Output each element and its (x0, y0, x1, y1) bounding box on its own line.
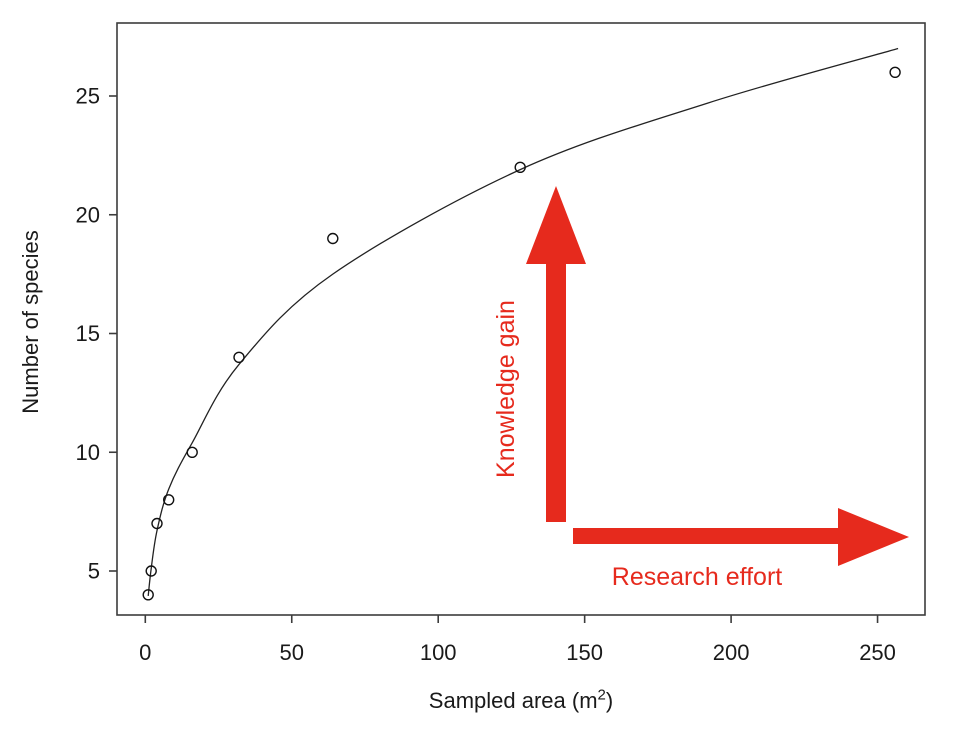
x-tick-label: 250 (859, 640, 896, 665)
x-tick-label: 200 (713, 640, 750, 665)
data-point (889, 66, 901, 79)
y-tick-label: 20 (76, 202, 100, 227)
x-axis-title-superscript: 2 (597, 686, 606, 704)
y-tick-label: 5 (88, 559, 100, 584)
research-effort-arrow-head (838, 508, 909, 566)
data-point (233, 351, 245, 363)
knowledge-gain-arrow (526, 186, 586, 522)
x-axis-title: Sampled area (m2) (321, 688, 721, 716)
data-point (145, 565, 157, 577)
y-axis-title: Number of species (18, 230, 43, 414)
knowledge-gain-label: Knowledge gain (492, 300, 520, 478)
y-tick-label: 25 (76, 84, 100, 109)
x-tick-label: 0 (139, 640, 151, 665)
y-tick-label: 15 (76, 321, 100, 346)
data-point (142, 589, 154, 601)
data-points (142, 66, 901, 601)
knowledge-gain-arrow-shaft (546, 262, 566, 522)
plot-border (116, 22, 926, 616)
x-tick-label: 50 (280, 640, 304, 665)
research-effort-arrow (573, 508, 909, 566)
data-point (327, 232, 339, 245)
research-effort-arrow-shaft (573, 528, 839, 544)
x-tick-label: 100 (420, 640, 457, 665)
data-point (162, 494, 175, 506)
species-area-fit-curve (147, 47, 899, 596)
knowledge-gain-arrow-head (526, 186, 586, 264)
x-tick-label: 150 (566, 640, 603, 665)
data-point (151, 517, 163, 530)
x-axis-title-close: ) (605, 688, 614, 713)
research-effort-label: Research effort (611, 563, 783, 591)
x-axis-title-main: Sampled area (m (428, 688, 598, 713)
data-point (514, 161, 526, 174)
data-point (186, 446, 198, 458)
x-axis-ticks: 0 50 100 150 200 250 (139, 615, 896, 665)
y-axis-ticks: 5 10 15 20 25 (76, 84, 117, 584)
y-tick-label: 10 (76, 440, 100, 465)
